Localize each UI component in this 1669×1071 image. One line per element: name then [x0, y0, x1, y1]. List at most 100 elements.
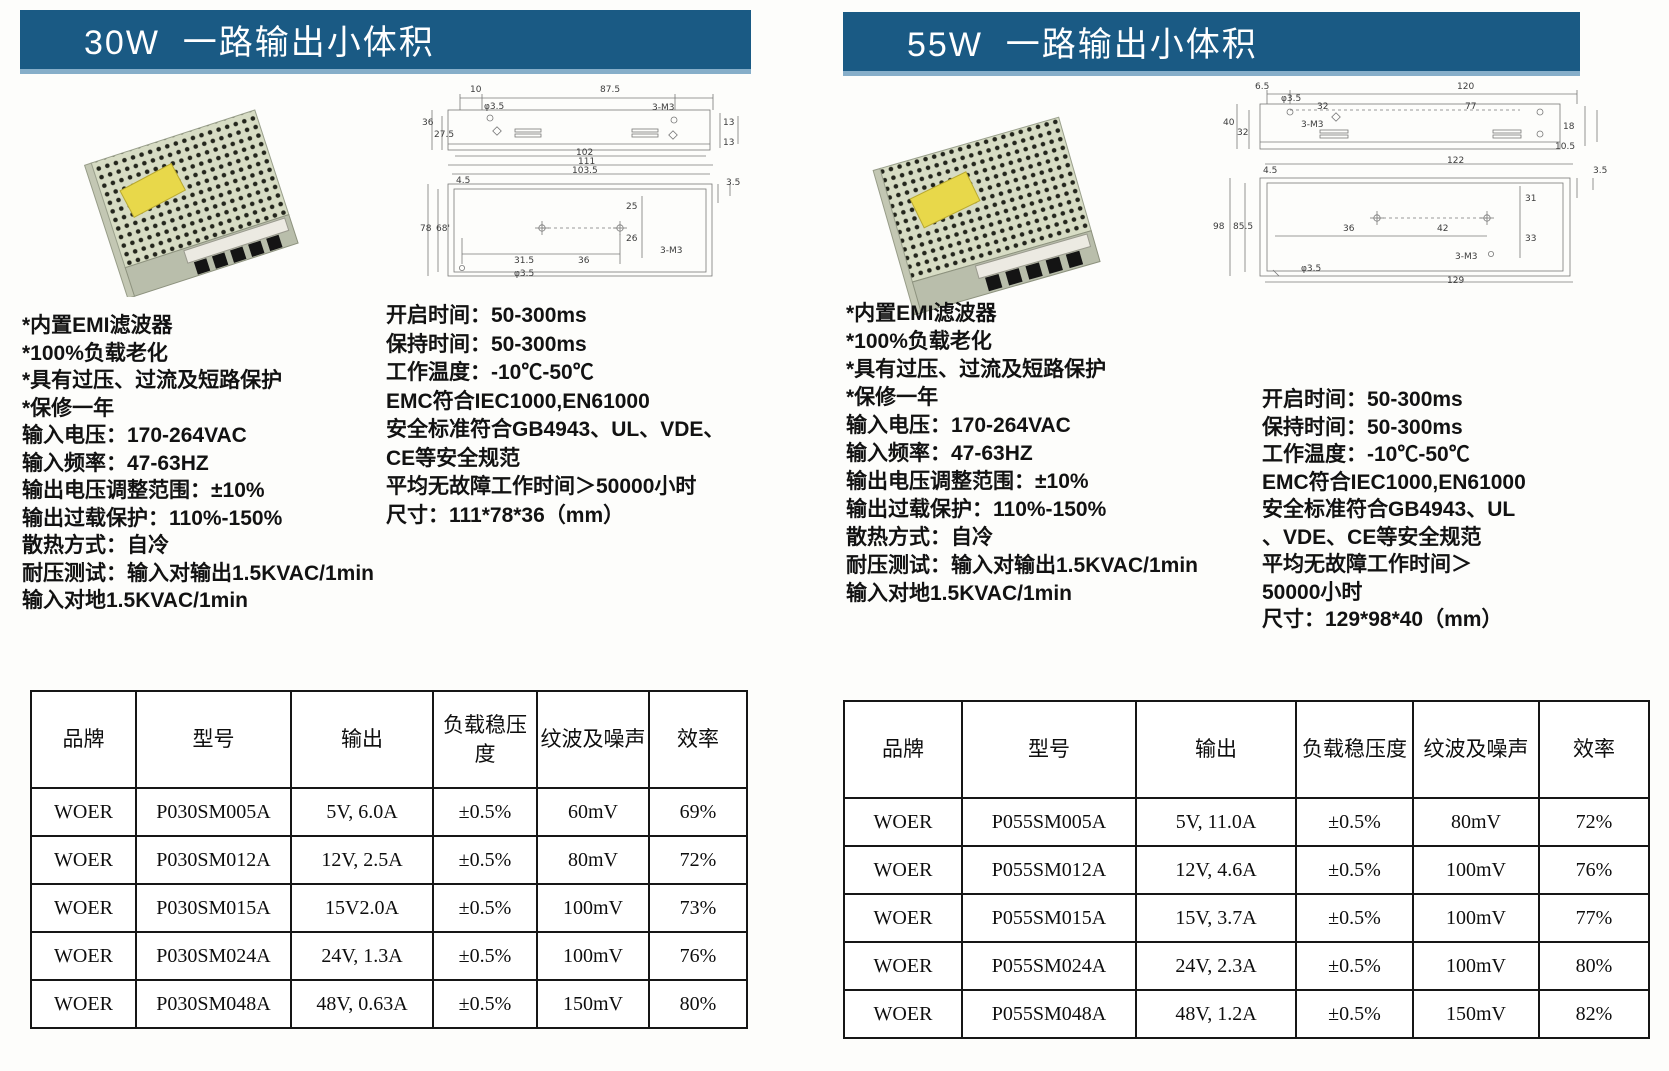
spec-list-30w-right: 开启时间：50-300ms 保持时间：50-300ms 工作温度：-10℃-50℃ E… — [386, 302, 771, 530]
dimension-label: 120 — [1457, 82, 1475, 92]
table-cell: WOER — [30, 835, 137, 885]
table-cell: 100mV — [1412, 845, 1540, 895]
table-cell: WOER — [843, 893, 963, 943]
spec-line: 输出电压调整范围：±10% — [846, 470, 1089, 493]
table-cell: 72% — [648, 835, 748, 885]
table-cell: 15V2.0A — [290, 883, 434, 933]
spec-line: *100%负载老化 — [846, 330, 992, 353]
column-header: 负载稳压度 — [1295, 700, 1414, 799]
spec-list-55w-right: 开启时间：50-300ms 保持时间：50-300ms 工作温度：-10℃-50℃ E… — [1262, 386, 1602, 634]
table-cell: 150mV — [1412, 989, 1540, 1039]
spec-line: 输入频率：47-63HZ — [846, 442, 1033, 465]
dimension-label: 111 — [578, 157, 596, 167]
spec-line: 工作温度：-10℃-50℃ — [386, 361, 594, 384]
table-cell: 100mV — [536, 883, 650, 933]
table-row: WOER P030SM015A 15V2.0A ±0.5% 100mV 73% — [30, 883, 748, 933]
table-cell: P030SM024A — [135, 931, 292, 981]
spec-list-30w-left: *内置EMI滤波器 *100%负载老化 *具有过压、过流及短路保护 *保修一年 输入电压… — [22, 312, 392, 615]
table-cell: 60mV — [536, 787, 650, 837]
dimension-label: 102 — [576, 148, 594, 158]
table-row: WOER P030SM048A 48V, 0.63A ±0.5% 150mV 80% — [30, 979, 748, 1029]
table-cell: 48V, 0.63A — [290, 979, 434, 1029]
dimension-label: 36 — [422, 118, 434, 128]
table-cell: P055SM012A — [961, 845, 1137, 895]
spec-line: 保持时间：50-300ms — [386, 332, 587, 356]
dimension-label: 25 — [626, 202, 638, 212]
dimension-label: 3-M3 — [652, 103, 675, 113]
table-cell: 80% — [648, 979, 748, 1029]
dimension-label: φ3.5 — [1301, 264, 1322, 274]
table-row: WOER P055SM048A 48V, 1.2A ±0.5% 150mV 82% — [843, 989, 1650, 1039]
spec-line: EMC符合IEC1000,EN61000 — [386, 389, 650, 413]
table-row: WOER P030SM024A 24V, 1.3A ±0.5% 100mV 76% — [30, 931, 748, 981]
spec-list-55w-left: *内置EMI滤波器 *100%负载老化 *具有过压、过流及短路保护 *保修一年 输入电压… — [846, 300, 1271, 608]
dimension-label: 31 — [1525, 194, 1537, 204]
column-header: 纹波及噪声 — [1412, 700, 1540, 799]
dimension-label: 32 — [1237, 128, 1249, 138]
dimension-label: 33 — [1525, 234, 1537, 244]
spec-line: *内置EMI滤波器 — [22, 314, 173, 337]
table-cell: ±0.5% — [1295, 989, 1414, 1039]
table-cell: P055SM024A — [961, 941, 1137, 991]
spec-line: 散热方式：自冷 — [846, 526, 993, 549]
spec-line: 耐压测试：输入对输出1.5KVAC/1min — [22, 561, 374, 585]
mechanical-drawing — [427, 94, 739, 277]
table-cell: 69% — [648, 787, 748, 837]
spec-line: EMC符合IEC1000,EN61000 — [1262, 470, 1526, 494]
dimension-label: φ3.5 — [484, 102, 505, 112]
table-cell: 73% — [648, 883, 748, 933]
spec-line: 50000小时 — [1262, 580, 1363, 604]
dimension-label: 10 — [470, 85, 482, 95]
spec-line: 输入对地1.5KVAC/1min — [22, 589, 248, 612]
table-cell: 48V, 1.2A — [1135, 989, 1297, 1039]
table-cell: WOER — [843, 845, 963, 895]
product-photo-30w — [70, 92, 310, 297]
table-cell: ±0.5% — [432, 883, 538, 933]
spec-line: 输入电压：170-264VAC — [22, 424, 247, 447]
section-banner-55w: 55W 一路输出小体积 — [843, 12, 1580, 76]
table-cell: ±0.5% — [1295, 941, 1414, 991]
dimension-label: 40 — [1223, 118, 1235, 128]
spec-table-55w: 品牌 型号 输出 负载稳压度 纹波及噪声 效率 WOER P055SM005A 5V, 11.… — [843, 700, 1650, 1039]
dimension-label: 4.5 — [1263, 166, 1278, 176]
dimension-label: 32 — [1317, 102, 1329, 112]
spec-line: *保修一年 — [846, 386, 939, 409]
spec-line: 输出过载保护：110%-150% — [22, 506, 283, 530]
table-cell: 80% — [1538, 941, 1650, 991]
column-header: 效率 — [648, 690, 748, 789]
dimension-label: 26 — [626, 234, 638, 244]
spec-line: 平均无故障工作时间＞ — [1262, 553, 1472, 576]
table-cell: 5V, 11.0A — [1135, 797, 1297, 847]
power-supply-image — [83, 109, 299, 297]
spec-line: *100%负载老化 — [22, 341, 168, 365]
table-header-row: 品牌 型号 输出 负载稳压度 纹波及噪声 效率 — [843, 700, 1650, 799]
spec-line: *保修一年 — [22, 396, 115, 420]
table-row: WOER P055SM015A 15V, 3.7A ±0.5% 100mV 77% — [843, 893, 1650, 943]
spec-line: 、VDE、CE等安全规范 — [1262, 525, 1482, 549]
table-row: WOER P055SM012A 12V, 4.6A ±0.5% 100mV 76% — [843, 845, 1650, 895]
dimension-label: 3-M3 — [1455, 252, 1478, 262]
table-cell: 24V, 1.3A — [290, 931, 434, 981]
dimension-label: 42 — [1437, 224, 1449, 234]
dimension-label: 36 — [1343, 224, 1355, 234]
dimension-label: 13 — [723, 138, 735, 148]
table-cell: 82% — [1538, 989, 1650, 1039]
spec-line: 输入频率：47-63HZ — [22, 451, 209, 475]
spec-line: 保持时间：50-300ms — [1262, 415, 1463, 439]
table-cell: 100mV — [1412, 941, 1540, 991]
spec-line: 安全标准符合GB4943、UL、VDE、 — [386, 418, 725, 441]
table-cell: ±0.5% — [1295, 845, 1414, 895]
spec-line: 输入对地1.5KVAC/1min — [846, 582, 1072, 605]
column-header: 品牌 — [843, 700, 963, 799]
spec-line: 输出过载保护：110%-150% — [846, 498, 1107, 521]
table-cell: P055SM005A — [961, 797, 1137, 847]
column-header: 型号 — [135, 690, 292, 789]
spec-line: 输出电压调整范围：±10% — [22, 479, 265, 502]
spec-line: 尺寸：111*78*36（mm） — [386, 503, 625, 527]
table-cell: P030SM048A — [135, 979, 292, 1029]
spec-line: 尺寸：129*98*40（mm） — [1262, 608, 1503, 631]
table-cell: ±0.5% — [432, 931, 538, 981]
table-cell: ±0.5% — [432, 835, 538, 885]
table-cell: 80mV — [1412, 797, 1540, 847]
